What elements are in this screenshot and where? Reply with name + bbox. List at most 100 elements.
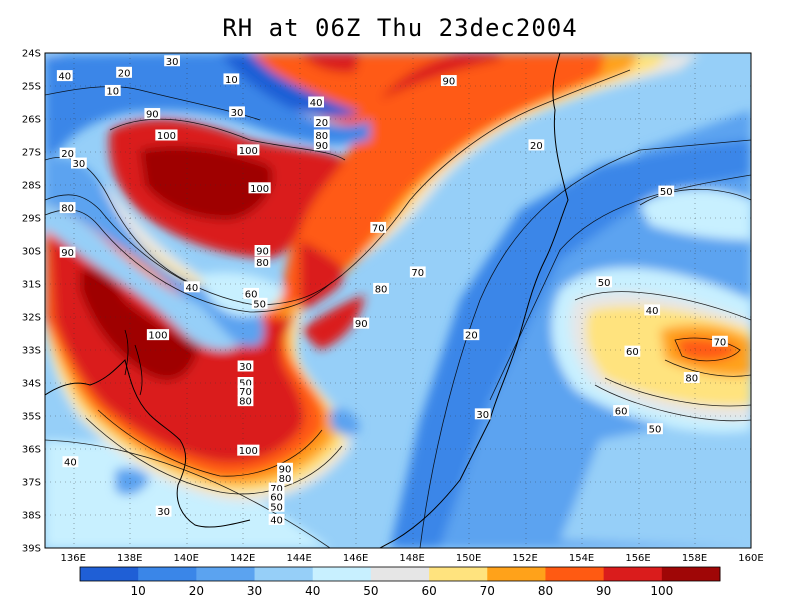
contour-label: 50 <box>647 423 663 436</box>
colorbar-label: 10 <box>131 584 146 598</box>
contour-label: 90 <box>440 75 457 88</box>
svg-text:60: 60 <box>270 492 283 503</box>
lon-label: 152E <box>512 553 537 564</box>
colorbar-label: 100 <box>650 584 673 598</box>
contour-label: 60 <box>243 287 260 300</box>
svg-text:100: 100 <box>239 146 258 157</box>
svg-text:20: 20 <box>315 118 328 129</box>
contour-label: 30 <box>155 505 172 518</box>
svg-text:90: 90 <box>279 464 292 475</box>
svg-text:100: 100 <box>148 331 167 342</box>
contour-label: 70 <box>712 335 728 348</box>
contour-label: 30 <box>229 106 245 119</box>
contour-label: 20 <box>116 66 132 79</box>
svg-text:80: 80 <box>239 397 252 408</box>
contour-label: 90 <box>353 317 370 330</box>
lat-label: 24S <box>22 49 41 60</box>
colorbar: 10 20 30 40 50 60 70 80 90 100 <box>79 566 721 598</box>
band-40-east <box>560 400 751 548</box>
contour-label: 80 <box>237 395 254 408</box>
svg-text:30: 30 <box>239 362 252 373</box>
contour-label: 40 <box>183 281 200 294</box>
contour-label: 60 <box>268 490 285 503</box>
svg-text:80: 80 <box>256 258 269 269</box>
colorbar-swatch <box>80 567 139 581</box>
contour-label: 80 <box>683 372 700 385</box>
contour-label: 40 <box>644 304 661 317</box>
svg-text:40: 40 <box>64 458 77 469</box>
svg-text:90: 90 <box>146 110 159 121</box>
svg-text:60: 60 <box>245 289 258 300</box>
contour-label: 80 <box>313 129 330 142</box>
lat-label: 26S <box>22 115 41 126</box>
contour-label: 20 <box>463 329 480 342</box>
svg-text:40: 40 <box>270 515 283 526</box>
colorbar-swatch <box>312 567 372 581</box>
contour-label: 50 <box>596 276 613 289</box>
contour-label: 70 <box>409 266 426 279</box>
contour-label: 80 <box>59 202 76 215</box>
lon-label: 160E <box>738 553 763 564</box>
contour-label: 30 <box>164 55 180 68</box>
map-frame <box>44 52 752 549</box>
contour-label: 30 <box>237 360 254 373</box>
colorbar-label: 90 <box>596 584 611 598</box>
colorbar-swatch <box>196 567 256 581</box>
colorbar-label: 80 <box>538 584 553 598</box>
svg-text:20: 20 <box>61 149 74 160</box>
svg-text:80: 80 <box>685 374 698 385</box>
svg-text:40: 40 <box>185 283 198 294</box>
svg-text:70: 70 <box>714 337 727 348</box>
contour-label: 50 <box>658 185 675 198</box>
lon-label: 136E <box>61 553 86 564</box>
colorbar-label: 30 <box>247 584 262 598</box>
colorbar-swatch <box>661 567 721 581</box>
contour-label: 40 <box>308 96 325 109</box>
band-50 <box>45 53 330 548</box>
svg-text:10: 10 <box>225 75 238 86</box>
svg-text:80: 80 <box>279 474 292 485</box>
contour-label: 90 <box>59 246 76 259</box>
contour-label: 40 <box>56 70 73 83</box>
contour-label: 70 <box>268 482 285 495</box>
lon-label: 154E <box>569 553 594 564</box>
colorbar-swatch <box>487 567 546 581</box>
colorbar-swatch <box>138 567 197 581</box>
contour-label: 60 <box>624 345 641 358</box>
svg-text:90: 90 <box>256 247 269 258</box>
svg-text:100: 100 <box>157 131 176 142</box>
contour-label: 10 <box>223 73 240 86</box>
svg-text:30: 30 <box>166 57 179 68</box>
lat-label: 39S <box>22 544 41 555</box>
contour-label: 60 <box>613 405 629 418</box>
lon-label: 142E <box>230 553 255 564</box>
svg-text:70: 70 <box>411 268 424 279</box>
colorbar-swatch <box>370 567 430 581</box>
svg-text:50: 50 <box>253 299 266 310</box>
lon-label: 146E <box>343 553 368 564</box>
coastline-west <box>45 359 251 528</box>
svg-text:50: 50 <box>239 379 252 390</box>
contour-label: 30 <box>70 157 87 170</box>
svg-text:50: 50 <box>649 425 662 436</box>
lon-label: 138E <box>117 553 142 564</box>
svg-text:50: 50 <box>660 187 673 198</box>
contour-label: 80 <box>373 282 389 295</box>
lat-label: 35S <box>22 412 41 423</box>
lat-label: 33S <box>22 346 41 357</box>
svg-text:90: 90 <box>315 141 328 152</box>
colorbar-label: 50 <box>363 584 378 598</box>
lat-label: 38S <box>22 511 41 522</box>
svg-text:20: 20 <box>530 141 543 152</box>
svg-text:70: 70 <box>372 223 385 234</box>
band-100-core <box>80 145 273 381</box>
contour-label: 80 <box>277 472 293 485</box>
contour-label: 40 <box>62 456 79 469</box>
lat-label: 25S <box>22 82 41 93</box>
contour-label: 100 <box>146 329 170 342</box>
lon-label: 158E <box>682 553 707 564</box>
svg-text:10: 10 <box>106 86 119 97</box>
colorbar-frame <box>79 566 721 582</box>
